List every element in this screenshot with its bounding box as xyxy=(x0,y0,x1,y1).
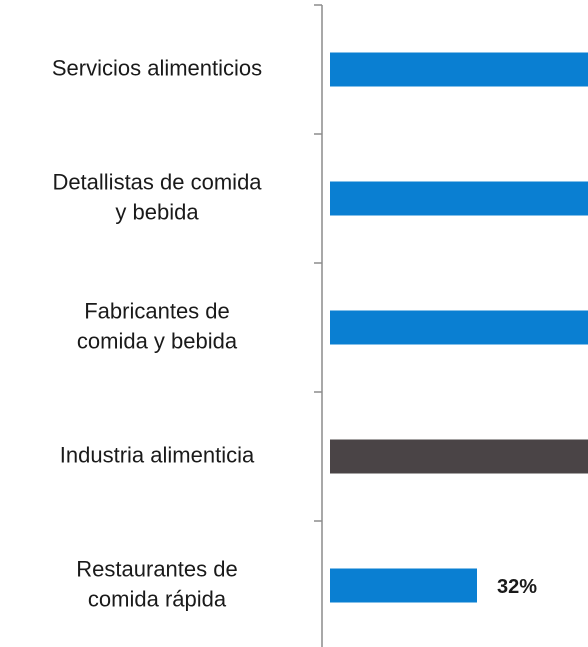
value-label: 32% xyxy=(497,576,537,598)
bar xyxy=(330,181,588,216)
bar xyxy=(330,568,477,603)
y-tick-label: comida y bebida xyxy=(77,328,238,353)
bar xyxy=(330,439,588,474)
bar xyxy=(330,52,588,87)
y-tick-label: y bebida xyxy=(115,199,199,224)
y-tick-label: Industria alimenticia xyxy=(60,442,255,467)
y-tick-label: Fabricantes de xyxy=(84,298,230,323)
y-tick-label: comida rápida xyxy=(88,586,227,611)
y-tick-label: Detallistas de comida xyxy=(52,169,262,194)
bar xyxy=(330,310,588,345)
y-tick-label: Restaurantes de xyxy=(76,556,237,581)
y-tick-label: Servicios alimenticios xyxy=(52,55,262,80)
